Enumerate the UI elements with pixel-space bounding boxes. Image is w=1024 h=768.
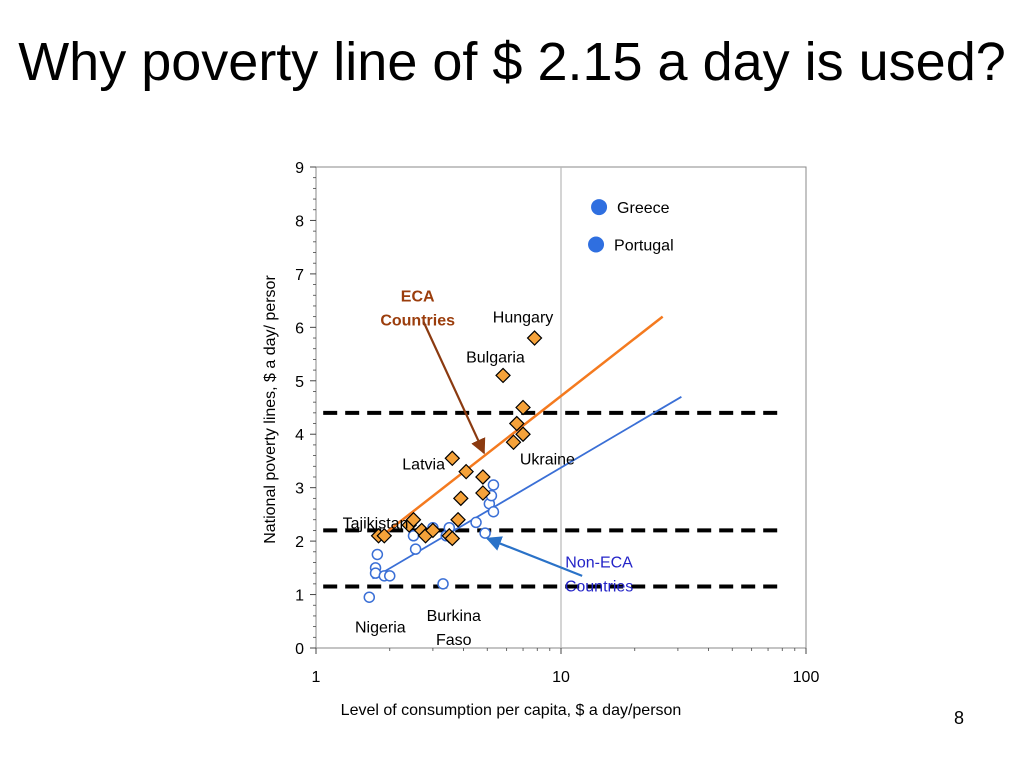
non-eca-trend-line: [372, 396, 682, 580]
group-label-non-eca: Countries: [565, 578, 633, 595]
non-eca-point: [487, 505, 500, 518]
legend-label-portugal: Portugal: [614, 237, 674, 254]
eca-point: [425, 522, 441, 539]
group-label-non-eca: Non-ECA: [565, 554, 633, 571]
group-label-eca: Countries: [380, 312, 455, 329]
legend-marker-greece: [591, 199, 608, 216]
x-tick-label: 1: [312, 669, 321, 686]
annotation-burkina-1: Burkina: [427, 608, 481, 625]
eca-point: [495, 367, 511, 384]
y-tick-label: 3: [295, 481, 304, 498]
page-number: 8: [953, 708, 964, 728]
eca-point: [515, 399, 531, 416]
annotation-hungary: Hungary: [493, 310, 553, 327]
eca-point: [526, 330, 543, 346]
eca-point: [452, 490, 469, 507]
y-tick-label: 8: [295, 213, 304, 230]
x-axis-label: Level of consumption per capita, $ a day…: [341, 702, 682, 719]
eca-point: [515, 426, 531, 443]
non-eca-point: [371, 548, 384, 561]
eca-point: [505, 434, 522, 451]
non-eca-point: [384, 570, 396, 582]
non-eca-point: [487, 479, 500, 491]
eca-point: [508, 415, 525, 432]
annotation-burkina-2: Faso: [436, 632, 472, 649]
y-tick-label: 1: [295, 588, 304, 605]
x-tick-label: 10: [552, 669, 570, 686]
y-axis-label: National poverty lines, $ a day/ persor: [262, 275, 279, 544]
eca-point: [405, 511, 422, 528]
eca-arrow: [422, 321, 486, 455]
y-tick-label: 9: [295, 160, 304, 177]
y-tick-label: 5: [295, 374, 304, 391]
eca-point: [444, 530, 461, 547]
legend-marker-portugal: [588, 236, 605, 253]
eca-point: [475, 469, 491, 485]
eca-point: [458, 463, 474, 480]
y-tick-label: 4: [295, 427, 304, 444]
y-tick-label: 2: [295, 534, 304, 551]
non-eca-point: [470, 516, 482, 529]
annotation-tajikistan: Tajikistan: [343, 515, 409, 532]
eca-point: [450, 511, 466, 528]
non-eca-point: [409, 543, 422, 555]
eca-point: [444, 450, 461, 467]
annotation-ukraine: Ukraine: [520, 451, 575, 468]
x-tick-label: 100: [793, 669, 820, 686]
non-eca-point: [479, 527, 491, 539]
legend-label-greece: Greece: [617, 200, 670, 217]
annotation-nigeria: Nigeria: [355, 620, 406, 637]
annotation-latvia: Latvia: [402, 457, 445, 474]
eca-point: [475, 485, 491, 501]
y-tick-label: 6: [295, 320, 304, 337]
eca-point: [376, 527, 393, 544]
y-tick-label: 0: [295, 641, 304, 658]
y-tick-label: 7: [295, 267, 304, 284]
annotation-bulgaria: Bulgaria: [466, 350, 525, 367]
slide-title: Why poverty line of $ 2.15 a day is used…: [18, 32, 1006, 92]
non-eca-arrow: [485, 536, 583, 577]
group-label-eca: ECA: [401, 288, 435, 305]
non-eca-point: [437, 578, 449, 590]
non-eca-point: [363, 591, 376, 603]
